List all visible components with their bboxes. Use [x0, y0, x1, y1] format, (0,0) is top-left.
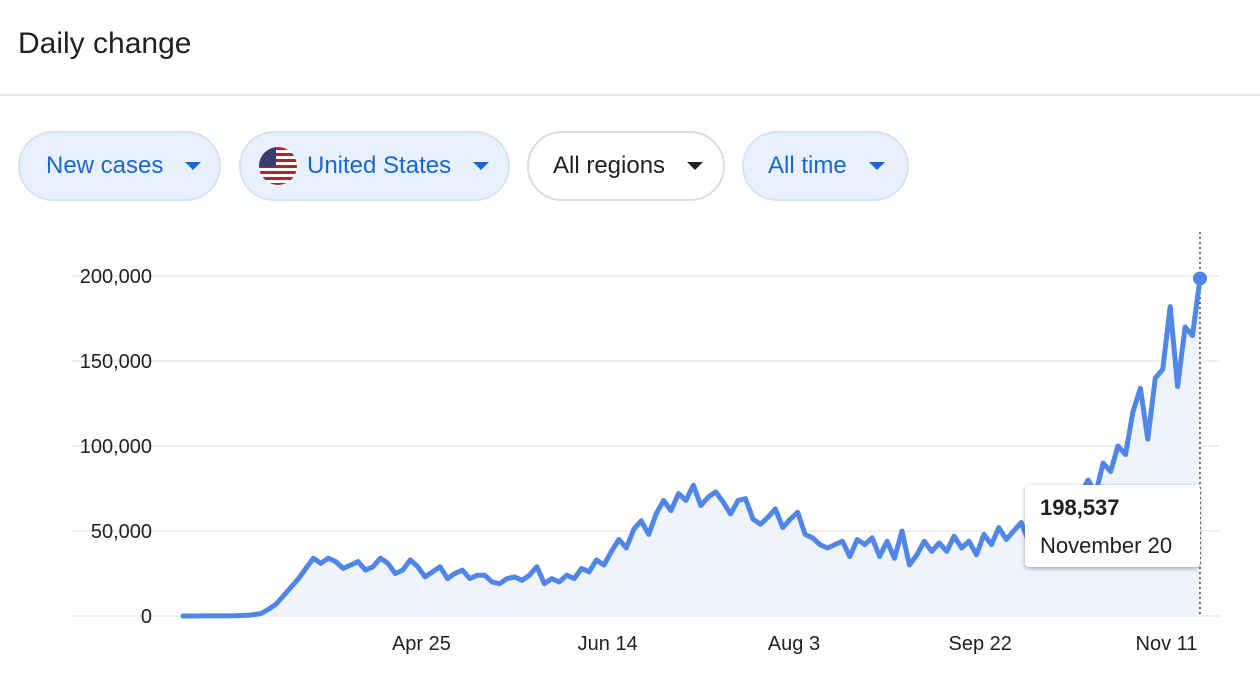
y-tick-label: 100,000 — [80, 436, 152, 458]
metric-dropdown-label: New cases — [46, 152, 164, 179]
time-range-dropdown-label: All time — [768, 152, 847, 179]
region-dropdown-label: All regions — [553, 152, 666, 179]
country-dropdown[interactable]: United States — [239, 131, 510, 201]
chevron-down-icon — [687, 162, 704, 170]
chart-tooltip: 198,537 November 20 — [1025, 485, 1200, 567]
x-tick-label: Jun 14 — [578, 633, 638, 655]
x-tick-label: Nov 11 — [1136, 633, 1198, 655]
y-tick-label: 200,000 — [80, 266, 152, 288]
highlight-point — [1193, 271, 1207, 286]
x-tick-label: Aug 3 — [768, 633, 820, 655]
chevron-down-icon — [185, 162, 202, 170]
y-tick-label: 0 — [141, 606, 152, 628]
country-dropdown-label: United States — [307, 152, 452, 179]
x-tick-label: Sep 22 — [949, 633, 1012, 655]
x-tick-label: Apr 25 — [392, 633, 451, 655]
tooltip-date: November 20 — [1040, 533, 1173, 558]
page-title: Daily change — [18, 27, 192, 60]
y-tick-label: 150,000 — [80, 351, 152, 373]
region-dropdown[interactable]: All regions — [527, 131, 725, 201]
chevron-down-icon — [473, 162, 490, 170]
metric-dropdown[interactable]: New cases — [18, 131, 221, 201]
y-tick-label: 50,000 — [91, 521, 152, 543]
time-range-dropdown[interactable]: All time — [742, 131, 909, 201]
header: Daily change — [0, 0, 1260, 96]
tooltip-value: 198,537 — [1040, 495, 1120, 520]
chevron-down-icon — [868, 162, 885, 170]
series-area — [183, 278, 1200, 616]
us-flag-icon — [259, 147, 297, 185]
